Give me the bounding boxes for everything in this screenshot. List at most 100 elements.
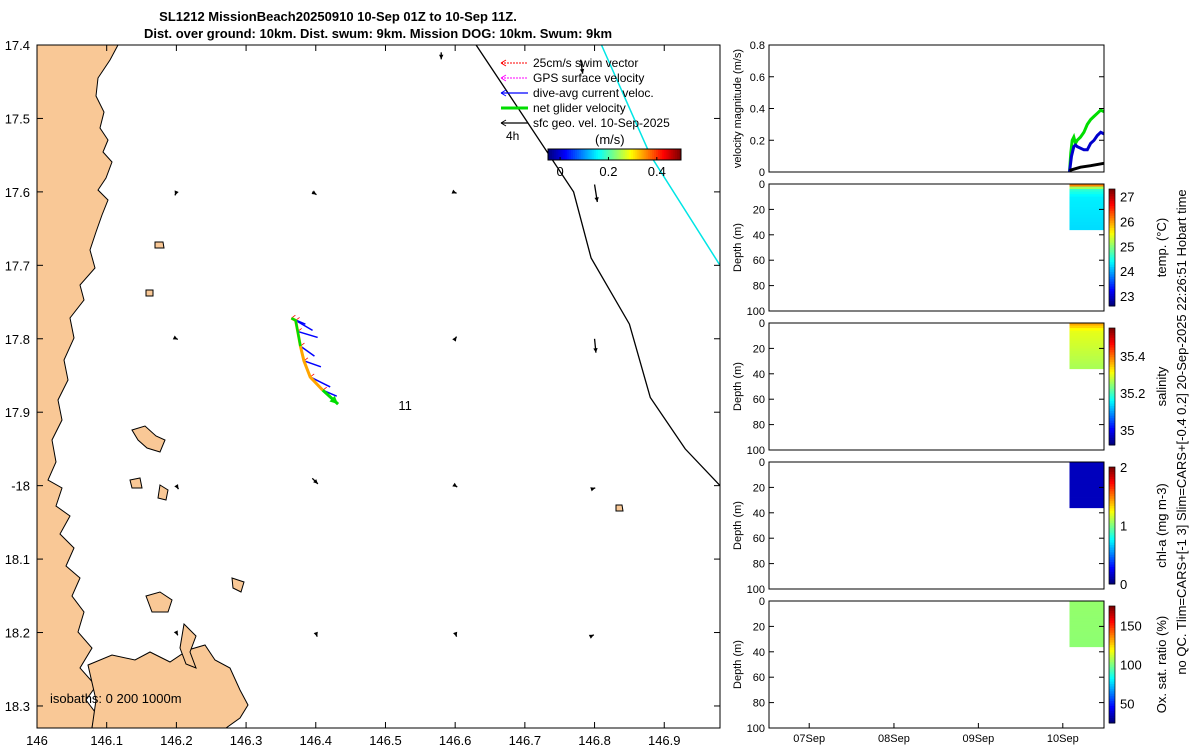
panel-colorbar-cell	[1109, 474, 1115, 478]
panel-colorbar-cell	[1109, 379, 1115, 383]
panel-background	[769, 184, 1104, 311]
profile-cell	[1069, 616, 1104, 620]
panel-y-label: Depth (m)	[732, 223, 744, 272]
panel-y-tick-label: 20	[753, 621, 765, 633]
map-colorbar-cell	[604, 149, 607, 160]
velocity-series-3	[1069, 161, 1105, 172]
panel-colorbar-cell	[1109, 430, 1115, 434]
panel-background	[769, 462, 1104, 589]
panel-y-tick-label: 0	[759, 318, 765, 330]
map-colorbar-cell	[579, 149, 582, 160]
map-x-tick-label: 146.1	[90, 733, 123, 748]
panel-colorbar-cell	[1109, 425, 1115, 429]
panel-colorbar-cell	[1109, 705, 1115, 709]
panel-colorbar-cell	[1109, 679, 1115, 683]
profile-cell	[1069, 186, 1104, 190]
panel-colorbar-cell	[1109, 571, 1115, 575]
profile-cell	[1069, 356, 1104, 359]
map-colorbar-cell	[674, 149, 678, 160]
panel-colorbar-cell	[1109, 662, 1115, 665]
map-colorbar-cell	[653, 149, 657, 160]
island-6	[129, 477, 143, 489]
panel-colorbar-cell	[1109, 498, 1115, 502]
map-colorbar-cell	[556, 149, 559, 160]
mainland	[36, 44, 119, 729]
panel-colorbar-cell	[1109, 715, 1115, 719]
panel-colorbar-cell	[1109, 337, 1115, 341]
panel-colorbar-cell	[1109, 410, 1115, 414]
profile-cell	[1069, 641, 1104, 645]
map-colorbar-cell	[635, 149, 638, 160]
panel-colorbar-tick-label: 100	[1120, 658, 1142, 673]
panel-y-tick-label: 100	[747, 723, 765, 735]
panel-colorbar-label: temp. (°C)	[1154, 218, 1169, 277]
legend-label-geo: sfc geo. vel. 10-Sep-2025	[533, 116, 670, 130]
panel-colorbar-cell	[1109, 198, 1115, 202]
panel-colorbar-cell	[1109, 189, 1115, 192]
map-colorbar-tick-label: 0	[556, 164, 563, 179]
map-panel: 11 isobaths: 0 200 1000m 146 146.1 146.2 14…	[5, 9, 721, 748]
map-colorbar-cell	[597, 149, 601, 160]
panel-colorbar-cell	[1109, 420, 1115, 424]
panel-colorbar-cell	[1109, 569, 1115, 573]
profile-cell	[1069, 340, 1104, 344]
panel-colorbar-cell	[1109, 720, 1115, 724]
legend-arrowhead-dive	[500, 89, 507, 97]
map-x-tick-label: 146.2	[160, 733, 193, 748]
panel-colorbar-cell	[1109, 340, 1115, 344]
profile-cell	[1069, 500, 1104, 504]
map-colorbar-cell	[666, 149, 670, 160]
map-colorbar-label: (m/s)	[595, 132, 625, 147]
panel-background	[769, 45, 1104, 172]
panel-colorbar-cell	[1109, 288, 1115, 292]
panel-colorbar-cell	[1109, 491, 1115, 495]
panel-colorbar-cell	[1109, 520, 1115, 524]
sfc-geo-vector-head	[311, 190, 317, 195]
profile-cell	[1069, 613, 1104, 617]
panel-colorbar-cell	[1109, 535, 1115, 539]
island-3	[145, 591, 173, 613]
map-colorbar-cell	[599, 149, 603, 160]
map-colorbar-cell	[629, 149, 632, 160]
map-x-tick-label: 146.3	[230, 733, 263, 748]
profile-cell	[1069, 603, 1104, 607]
profile-cell	[1069, 363, 1104, 367]
sfc-geo-vector-3	[451, 189, 457, 194]
panel-colorbar-cell	[1109, 574, 1115, 578]
panel-colorbar-cell	[1109, 666, 1115, 670]
panel-colorbar-cell	[1109, 501, 1115, 505]
map-colorbar-cell	[552, 149, 555, 160]
profile-cell	[1069, 211, 1104, 215]
profile-cell	[1069, 338, 1104, 342]
profile-cell	[1069, 474, 1104, 478]
legend-arrowhead-geo	[500, 119, 507, 127]
panel-colorbar-cell	[1109, 203, 1115, 207]
panel-colorbar-cell	[1109, 518, 1115, 522]
panel-y-tick-label: 40	[753, 369, 765, 381]
panel-colorbar-cell	[1109, 479, 1115, 483]
profile-cell	[1069, 611, 1104, 615]
panel-colorbar-cell	[1109, 642, 1115, 646]
legend-label-gps: GPS surface velocity	[533, 71, 644, 85]
profile-cell	[1069, 636, 1104, 640]
sfc-geo-vector-12	[452, 482, 458, 488]
panel-x-tick-label: 10Sep	[1047, 733, 1079, 745]
panel-colorbar-cell	[1109, 201, 1115, 205]
map-colorbar-cell	[572, 149, 576, 160]
panel-colorbar-tick-label: 35.2	[1120, 386, 1145, 401]
map-colorbar: 0 0.2 0.4	[547, 148, 682, 179]
panel-colorbar-cell	[1109, 484, 1115, 487]
panel-colorbar-tick-label: 23	[1120, 289, 1134, 304]
sfc-geo-vector-6	[593, 338, 598, 353]
panel-colorbar-cell	[1109, 296, 1115, 300]
panel-colorbar-cell	[1109, 352, 1115, 356]
map-colorbar-cell	[664, 149, 667, 160]
panel-frame	[768, 600, 1105, 729]
panel-y-tick-label: 0.6	[750, 72, 765, 84]
panel-colorbar-cell	[1109, 347, 1115, 351]
profile-cell	[1069, 601, 1104, 604]
map-colorbar-cell	[631, 149, 634, 160]
isobath-label: isobaths: 0 200 1000m	[50, 691, 182, 706]
map-colorbar-frame	[547, 148, 682, 161]
panel-colorbar-cell	[1109, 708, 1115, 712]
